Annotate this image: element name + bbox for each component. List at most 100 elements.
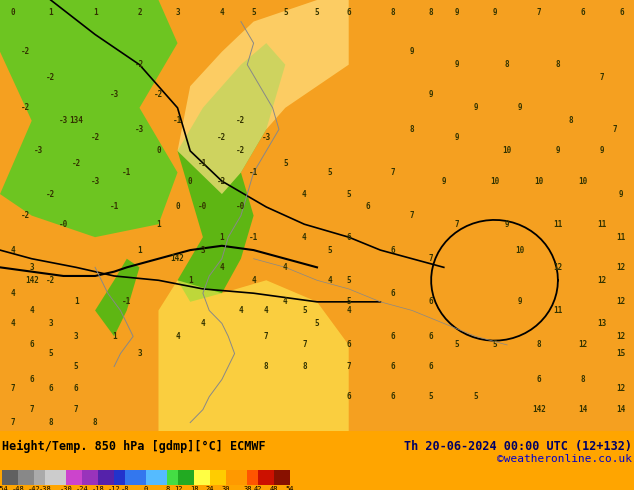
- Text: 8: 8: [165, 486, 169, 490]
- Text: 24: 24: [206, 486, 214, 490]
- Text: 8: 8: [568, 116, 573, 125]
- Text: 5: 5: [302, 306, 307, 315]
- Text: -8: -8: [120, 486, 129, 490]
- Text: -1: -1: [249, 233, 258, 242]
- Text: 30: 30: [222, 486, 230, 490]
- Text: 9: 9: [410, 47, 415, 56]
- Text: -42: -42: [28, 486, 41, 490]
- Text: 4: 4: [175, 332, 180, 341]
- Text: 4: 4: [238, 306, 243, 315]
- Bar: [2, 470, 18, 485]
- Text: 3: 3: [48, 319, 53, 328]
- Polygon shape: [95, 259, 139, 336]
- Text: -0: -0: [198, 202, 207, 212]
- Text: 10: 10: [503, 147, 512, 155]
- Text: 10: 10: [515, 245, 524, 255]
- Text: -2: -2: [236, 147, 245, 155]
- Text: 4: 4: [327, 276, 332, 285]
- Text: -1: -1: [249, 168, 258, 177]
- Text: 6: 6: [346, 392, 351, 401]
- Text: -18: -18: [92, 486, 105, 490]
- Text: 4: 4: [283, 297, 288, 306]
- Text: 9: 9: [517, 103, 522, 112]
- Text: 8: 8: [505, 60, 510, 69]
- Text: 12: 12: [617, 263, 626, 272]
- Text: -48: -48: [11, 486, 24, 490]
- Text: 12: 12: [579, 341, 588, 349]
- Text: 8: 8: [429, 8, 434, 18]
- Text: 10: 10: [534, 176, 543, 186]
- Polygon shape: [0, 0, 178, 237]
- Text: -2: -2: [21, 47, 30, 56]
- Text: 6: 6: [391, 332, 396, 341]
- Text: 9: 9: [555, 147, 560, 155]
- Text: 142: 142: [171, 254, 184, 263]
- Text: -1: -1: [122, 168, 131, 177]
- Text: -2: -2: [21, 103, 30, 112]
- Text: 5: 5: [74, 362, 79, 371]
- Text: -1: -1: [122, 297, 131, 306]
- Text: 8: 8: [48, 418, 53, 427]
- Text: 1: 1: [219, 233, 224, 242]
- Text: 6: 6: [536, 375, 541, 384]
- Text: 13: 13: [598, 319, 607, 328]
- Text: 7: 7: [410, 211, 415, 220]
- Text: -0: -0: [236, 202, 245, 212]
- Text: 1: 1: [188, 276, 193, 285]
- Text: -2: -2: [91, 133, 100, 143]
- Text: 6: 6: [581, 8, 586, 18]
- Text: 6: 6: [48, 384, 53, 392]
- Text: 4: 4: [302, 233, 307, 242]
- Bar: [247, 470, 258, 485]
- Polygon shape: [178, 0, 349, 194]
- Text: 12: 12: [174, 486, 182, 490]
- Bar: [125, 470, 146, 485]
- Text: 6: 6: [429, 297, 434, 306]
- Text: 38: 38: [243, 486, 252, 490]
- Text: 9: 9: [517, 297, 522, 306]
- Text: 142: 142: [532, 405, 546, 414]
- Text: 8: 8: [93, 418, 98, 427]
- Text: 9: 9: [454, 60, 459, 69]
- Text: 7: 7: [600, 73, 605, 82]
- Text: 5: 5: [48, 349, 53, 358]
- Text: 0: 0: [10, 8, 15, 18]
- Text: 4: 4: [264, 306, 269, 315]
- Text: 48: 48: [269, 486, 278, 490]
- Text: 1: 1: [112, 332, 117, 341]
- Bar: [167, 470, 178, 485]
- Text: 8: 8: [555, 60, 560, 69]
- Text: 0: 0: [156, 147, 161, 155]
- Text: 4: 4: [219, 263, 224, 272]
- Text: 12: 12: [617, 332, 626, 341]
- Text: 3: 3: [74, 332, 79, 341]
- Bar: [194, 470, 210, 485]
- Text: -2: -2: [46, 190, 55, 198]
- Text: 6: 6: [391, 245, 396, 255]
- Text: 4: 4: [251, 276, 256, 285]
- Text: 1: 1: [48, 8, 53, 18]
- Text: 7: 7: [536, 8, 541, 18]
- Bar: [18, 470, 34, 485]
- Bar: [34, 470, 44, 485]
- Text: 8: 8: [302, 362, 307, 371]
- Text: 6: 6: [391, 362, 396, 371]
- Text: 1: 1: [74, 297, 79, 306]
- Text: -3: -3: [135, 125, 144, 134]
- Text: -1: -1: [173, 116, 182, 125]
- Text: 142: 142: [25, 276, 39, 285]
- Text: 4: 4: [10, 245, 15, 255]
- Bar: [210, 470, 226, 485]
- Text: 9: 9: [473, 103, 478, 112]
- Text: 3: 3: [137, 349, 142, 358]
- Text: 3: 3: [200, 245, 205, 255]
- Bar: [178, 470, 194, 485]
- Text: 5: 5: [314, 8, 320, 18]
- Bar: [98, 470, 114, 485]
- Text: -12: -12: [108, 486, 120, 490]
- Text: -3: -3: [110, 90, 119, 99]
- Text: Height/Temp. 850 hPa [gdmp][°C] ECMWF: Height/Temp. 850 hPa [gdmp][°C] ECMWF: [2, 440, 266, 453]
- Text: 5: 5: [346, 276, 351, 285]
- Text: 14: 14: [579, 405, 588, 414]
- Text: -2: -2: [46, 73, 55, 82]
